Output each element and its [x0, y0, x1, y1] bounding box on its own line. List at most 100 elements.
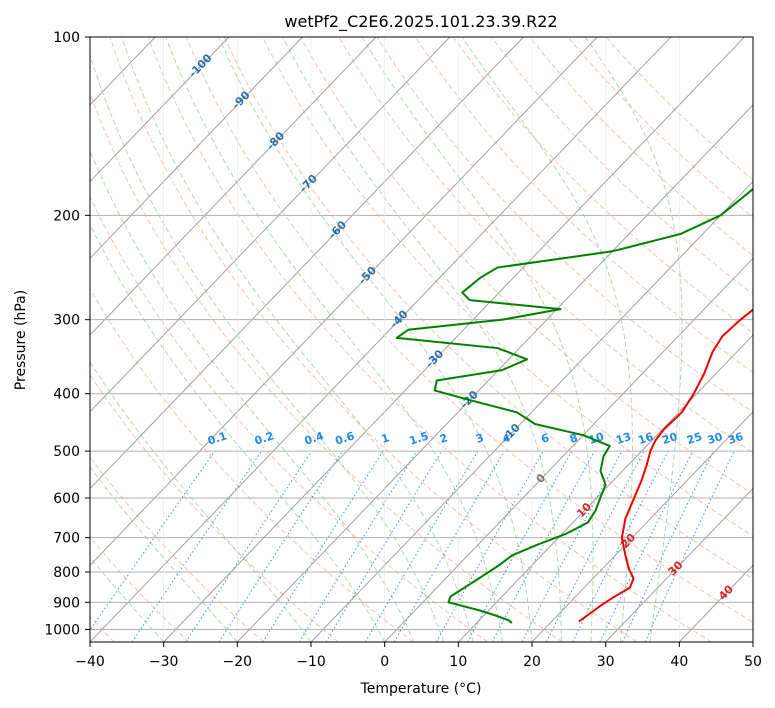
x-tick-label: −30 — [149, 654, 179, 670]
isotherm-line — [752, 641, 753, 642]
y-tick-label: 800 — [53, 565, 80, 581]
isotherm-line — [90, 37, 524, 490]
moist-adiabat — [165, 37, 504, 642]
moist-adiabat — [282, 37, 562, 642]
dewpoint-profile-line — [395, 187, 753, 624]
mixing-ratio-label: 0.2 — [253, 429, 276, 447]
chart-title: wetPf2_C2E6.2025.101.23.39.R22 — [284, 12, 557, 32]
isotherm-line — [310, 180, 753, 642]
x-tick-label: −10 — [296, 654, 326, 670]
moist-adiabat — [121, 37, 474, 642]
dry-adiabat — [90, 91, 563, 642]
dry-adiabat — [185, 37, 753, 623]
mixing-ratio-label: 2 — [438, 431, 449, 446]
mixing-ratio-line — [364, 450, 479, 642]
isotherm-line — [605, 487, 753, 642]
dry-adiabat — [605, 37, 753, 181]
x-tick-label: −40 — [75, 654, 105, 670]
y-tick-label: 700 — [53, 531, 80, 547]
mixing-ratio-line — [90, 450, 216, 631]
isotherm-line — [90, 37, 598, 566]
mixing-ratio-label: 1.5 — [408, 429, 431, 447]
moist-adiabat — [90, 223, 386, 642]
moist-adiabat — [361, 37, 594, 642]
axes-layer: −40 −30 −20 −10 0 10 20 30 40 5010020030040050060… — [44, 30, 762, 670]
dry-adiabat — [414, 37, 753, 374]
mixing-ratio-line — [491, 450, 595, 642]
mixing-ratio-label: 25 — [685, 430, 704, 447]
isotherm-line — [90, 37, 303, 260]
isotherm-line — [236, 104, 753, 642]
mixing-ratio-line — [621, 450, 714, 642]
mixing-ratio-line — [262, 450, 384, 642]
mixing-ratio-line — [599, 450, 694, 642]
mixing-ratio-label: 4 — [501, 431, 513, 446]
y-tick-label: 1000 — [44, 622, 80, 638]
isotherm-line — [90, 37, 672, 642]
mixing-ratio-label: 16 — [636, 430, 655, 447]
moist-adiabat — [584, 37, 683, 642]
profile-layer — [395, 187, 753, 624]
y-tick-label: 600 — [53, 491, 80, 507]
isotherm-line — [90, 37, 377, 336]
grid-layer — [0, 37, 753, 642]
y-tick-label: 900 — [53, 595, 80, 611]
isotherm-line — [457, 334, 753, 642]
isotherm-line — [531, 411, 753, 642]
dry-adiabat — [90, 195, 488, 642]
dry-adiabat — [300, 37, 753, 495]
x-tick-label: −20 — [223, 654, 253, 670]
moist-adiabat — [90, 149, 415, 642]
mixing-ratio-line — [325, 450, 443, 642]
x-tick-label: 10 — [449, 654, 467, 670]
y-tick-label: 500 — [53, 444, 80, 460]
y-tick-label: 100 — [53, 30, 80, 46]
dry-adiabat — [90, 456, 264, 642]
mixing-ratio-label: 13 — [614, 430, 633, 447]
mixing-ratio-line — [467, 450, 573, 642]
dry-adiabat — [223, 37, 753, 580]
mixing-ratio-label: 0.1 — [206, 429, 229, 447]
temperature-profile-line — [578, 308, 753, 623]
dry-adiabat — [529, 37, 753, 257]
x-tick-label: 50 — [744, 654, 762, 670]
isotherm-line — [90, 37, 230, 183]
dry-adiabat — [452, 37, 753, 334]
y-tick-label: 400 — [53, 387, 80, 403]
mixing-ratio-label: 6 — [540, 431, 552, 446]
mixing-ratio-line — [393, 450, 505, 642]
mixing-ratio-label: 0.4 — [303, 429, 326, 447]
dry-adiabat — [109, 37, 638, 642]
mixing-ratio-label: 30 — [706, 430, 725, 447]
mixing-ratio-line — [298, 450, 418, 642]
isotherm-line — [0, 37, 8, 642]
x-tick-label: 40 — [670, 654, 688, 670]
moist-adiabat — [90, 53, 445, 642]
mixing-ratio-line — [435, 450, 544, 642]
mixing-ratio-label: 20 — [661, 430, 680, 447]
y-tick-label: 300 — [53, 313, 80, 329]
x-tick-label: 30 — [597, 654, 615, 670]
isotherm-line — [90, 37, 451, 413]
dry-adiabat — [262, 37, 753, 537]
mixing-ratio-line — [644, 450, 735, 642]
moist-adiabat — [90, 360, 312, 642]
y-axis-label: Pressure (hPa) — [13, 290, 29, 390]
dry-adiabat — [90, 536, 190, 642]
x-tick-label: 0 — [380, 654, 389, 670]
mixing-ratio-label: 1 — [380, 431, 391, 446]
x-axis-label: Temperature (°C) — [360, 681, 482, 697]
x-tick-label: 20 — [523, 654, 541, 670]
mixing-ratio-label: 3 — [474, 431, 485, 446]
plot-frame — [89, 36, 754, 643]
mixing-ratio-label: 8 — [568, 431, 579, 446]
y-tick-label: 200 — [53, 208, 80, 224]
mixing-ratio-line — [131, 450, 263, 642]
mixing-ratio-line — [218, 450, 343, 642]
mixing-ratio-label: 0.6 — [334, 429, 357, 447]
dry-adiabat — [567, 37, 753, 219]
dry-adiabat — [90, 287, 414, 642]
isotherm-line — [163, 37, 745, 642]
dry-adiabat — [147, 37, 712, 642]
